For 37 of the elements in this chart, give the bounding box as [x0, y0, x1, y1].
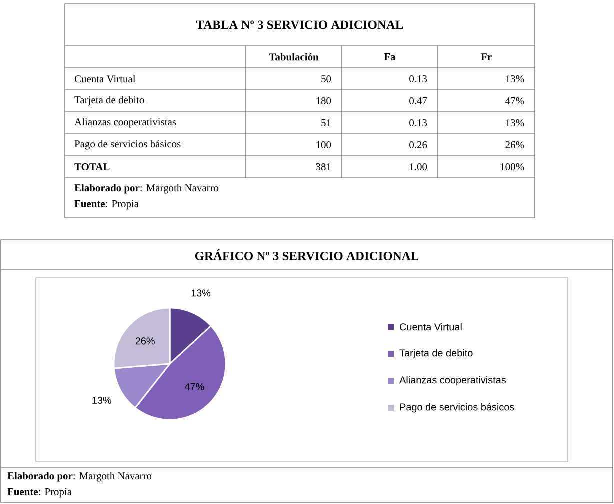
data-label: 0.13 [410, 119, 428, 127]
legend-label: Tarjeta de debito [400, 349, 473, 359]
data-label: 100% [501, 163, 524, 171]
data-label: 47% [184, 383, 204, 390]
data-label: 13% [92, 396, 112, 404]
text: Fuente: Propia [74, 200, 139, 210]
data-label: 0.26 [410, 141, 428, 149]
data-label: 13% [192, 290, 211, 297]
legend-label: Alianzas cooperativistas [400, 376, 506, 386]
category-label: Tarjeta de debito [74, 96, 144, 106]
data-label: 0.13 [410, 75, 428, 83]
category-label: TOTAL [74, 163, 110, 171]
legend-label: Pago de servicios básicos [400, 403, 514, 413]
text: TABLA Nº 3 SERVICIO ADICIONAL [196, 20, 404, 30]
text: Elaborado por: Margoth Navarro [74, 184, 219, 194]
data-label: 381 [316, 163, 331, 171]
data-label: 180 [316, 97, 332, 105]
category-label: Pago de servicios básicos [74, 140, 181, 150]
data-label: 50 [322, 75, 332, 83]
data-label: 13% [506, 119, 524, 127]
text: Elaborado por: Margoth Navarro [8, 472, 152, 482]
text: Fuente: Propia [8, 488, 72, 498]
text: Fr [481, 54, 492, 60]
data-label: 13% [506, 75, 524, 83]
legend-label: Cuenta Virtual [400, 323, 462, 331]
category-label: Cuenta Virtual [74, 75, 136, 83]
data-label: 47% [506, 97, 524, 105]
category-label: Alianzas cooperativistas [74, 118, 176, 128]
data-label: 100 [316, 141, 332, 149]
data-label: 51 [322, 119, 331, 127]
text: Tabulación [269, 53, 319, 61]
text: Fa [384, 54, 396, 60]
data-label: 26% [506, 141, 524, 149]
data-label: 26% [136, 338, 155, 345]
chart-title: GRÁFICO Nº 3 SERVICIO ADICIONAL [195, 250, 419, 260]
data-label: 1.00 [410, 163, 428, 171]
data-label: 0.47 [410, 97, 428, 105]
